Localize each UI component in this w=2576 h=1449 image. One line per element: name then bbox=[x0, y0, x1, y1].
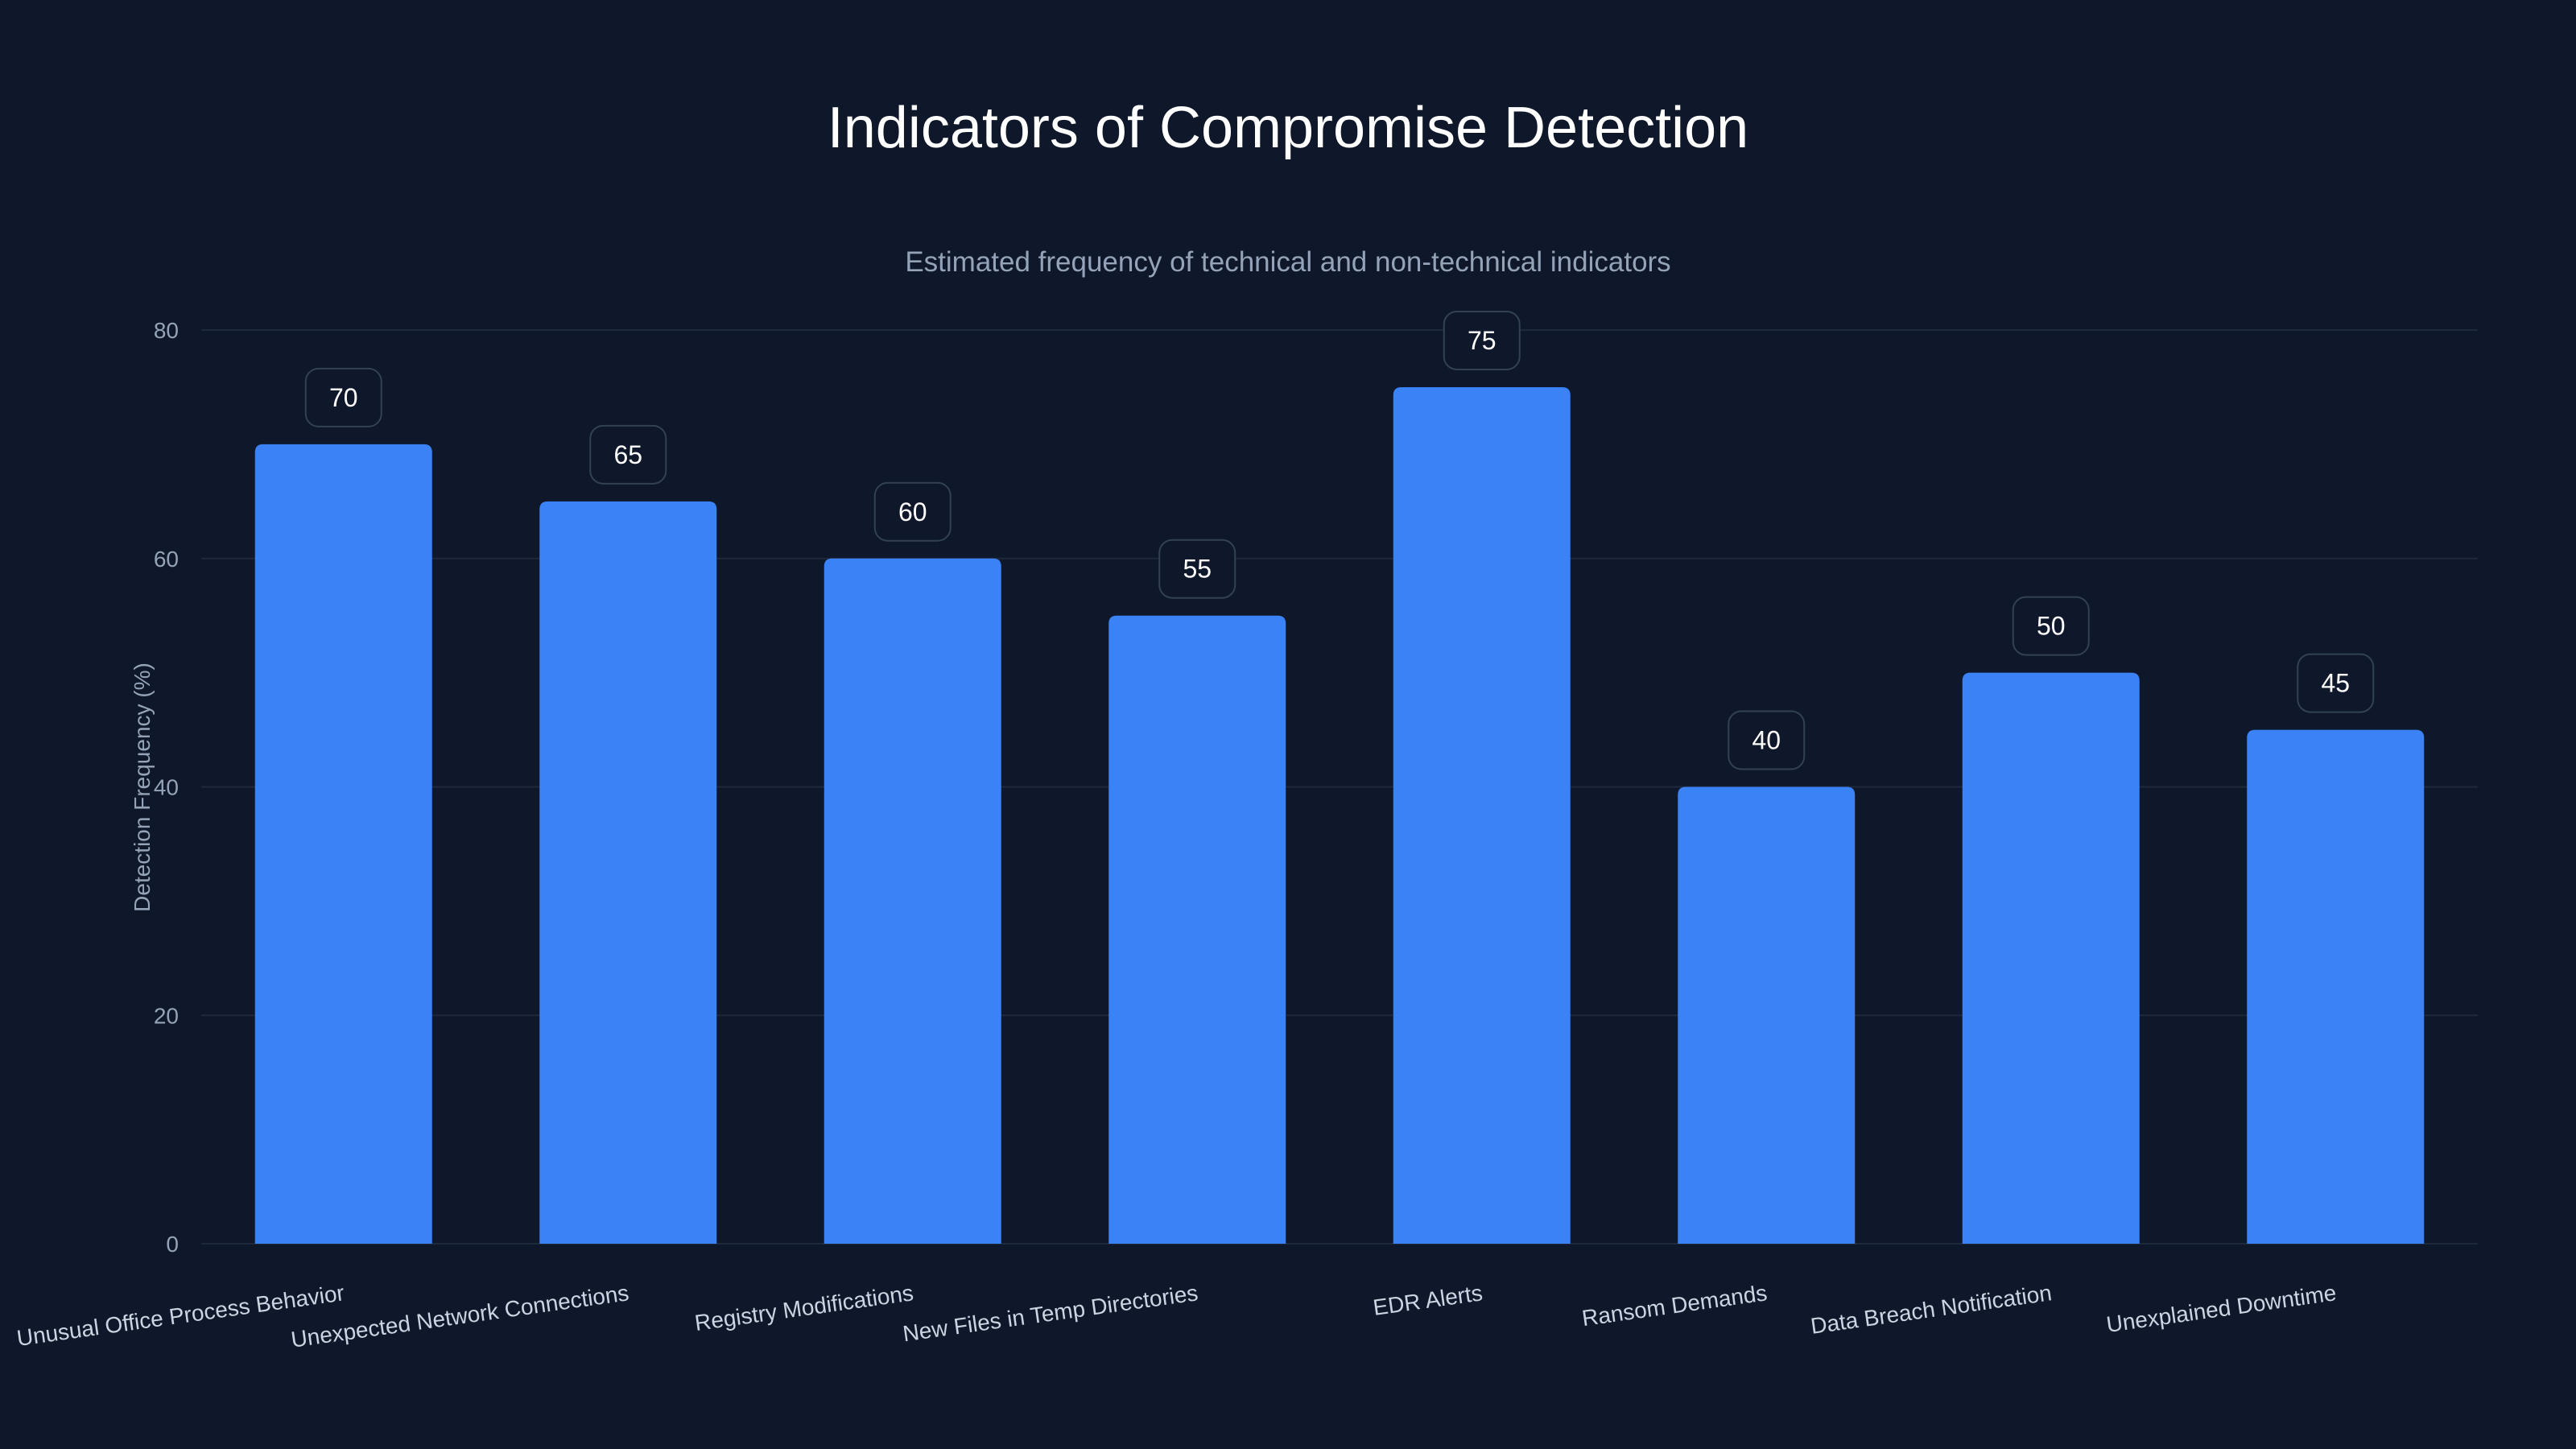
data-label: 40 bbox=[1752, 726, 1781, 755]
data-label-box bbox=[589, 424, 667, 485]
y-tick-label: 80 bbox=[154, 318, 179, 343]
x-tick-label: Unexplained Downtime bbox=[2105, 1280, 2338, 1337]
bar bbox=[539, 501, 717, 1244]
y-tick-label: 60 bbox=[154, 547, 179, 572]
x-tick-label: Registry Modifications bbox=[693, 1280, 915, 1335]
data-label-box bbox=[2012, 596, 2090, 656]
x-tick-label: EDR Alerts bbox=[1372, 1280, 1484, 1320]
data-label: 55 bbox=[1183, 555, 1212, 584]
x-tick-label: New Files in Temp Directories bbox=[902, 1280, 1200, 1346]
bar bbox=[824, 558, 1001, 1244]
bar bbox=[2247, 729, 2425, 1244]
data-label-box bbox=[2297, 653, 2375, 713]
data-label: 50 bbox=[2037, 612, 2066, 641]
y-axis-label: Detection Frequency (%) bbox=[130, 663, 155, 912]
y-tick-label: 0 bbox=[166, 1232, 179, 1257]
chart-title: Indicators of Compromise Detection bbox=[827, 96, 1749, 160]
bar bbox=[1678, 786, 1856, 1244]
data-label-box bbox=[304, 367, 382, 427]
data-label: 60 bbox=[898, 497, 927, 526]
data-label-box bbox=[1443, 310, 1521, 370]
bar bbox=[1108, 615, 1286, 1244]
bar bbox=[1962, 672, 2140, 1244]
y-tick-label: 40 bbox=[154, 775, 179, 800]
data-label-box bbox=[873, 481, 952, 542]
data-label-box bbox=[1158, 539, 1236, 599]
bar bbox=[1393, 386, 1571, 1244]
x-tick-label: Data Breach Notification bbox=[1809, 1280, 2053, 1339]
chart-subtitle: Estimated frequency of technical and non… bbox=[905, 246, 1671, 278]
data-label-box bbox=[1728, 710, 1806, 770]
data-label: 75 bbox=[1468, 326, 1496, 355]
data-label: 45 bbox=[2321, 669, 2350, 698]
y-tick-label: 20 bbox=[154, 1003, 179, 1028]
data-label: 65 bbox=[613, 440, 642, 469]
bar bbox=[254, 444, 432, 1244]
x-tick-label: Ransom Demands bbox=[1580, 1280, 1769, 1331]
data-label: 70 bbox=[329, 383, 358, 412]
